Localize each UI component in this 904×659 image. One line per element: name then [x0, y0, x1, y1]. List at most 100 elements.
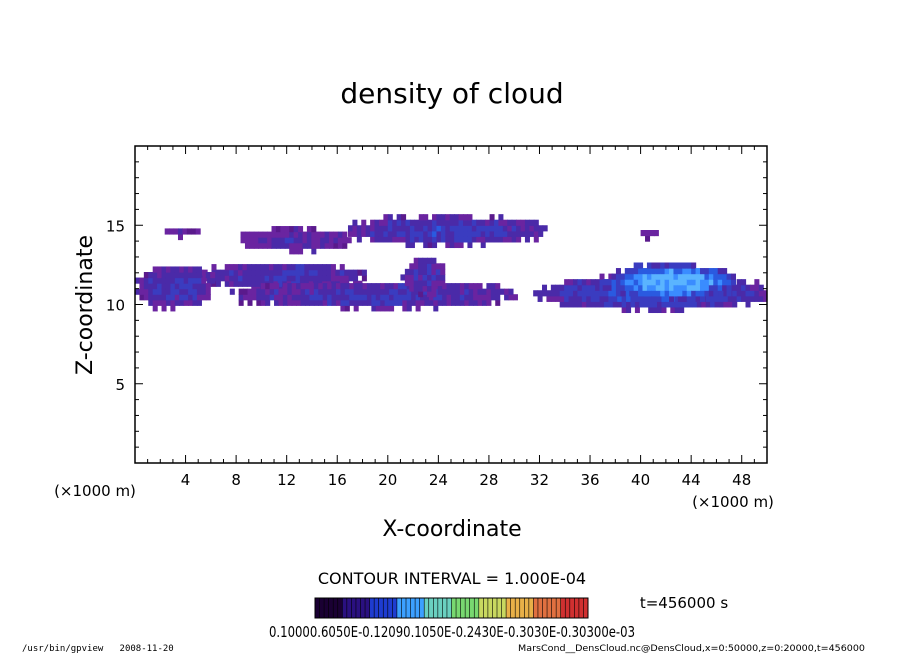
- density-cell: [329, 231, 335, 238]
- density-cell: [763, 290, 767, 297]
- density-cell: [463, 225, 469, 232]
- density-cell: [507, 230, 513, 237]
- density-cell: [477, 288, 483, 295]
- density-cell: [401, 225, 407, 232]
- density-cell: [233, 275, 239, 282]
- density-cell: [507, 225, 513, 232]
- density-cell: [423, 214, 429, 221]
- density-cell: [480, 236, 486, 243]
- density-cell: [686, 295, 692, 302]
- density-cell: [524, 219, 530, 226]
- density-cell: [660, 262, 666, 269]
- density-cell: [414, 230, 420, 237]
- colorbar-segment: [569, 598, 575, 618]
- density-cell: [378, 225, 384, 232]
- density-cell: [210, 277, 216, 284]
- density-cell: [440, 230, 446, 237]
- density-cell: [374, 219, 380, 226]
- colorbar-segment: [501, 598, 507, 618]
- density-cell: [183, 266, 189, 273]
- density-cell: [495, 299, 501, 306]
- density-cell: [732, 290, 738, 297]
- density-cell: [277, 275, 283, 282]
- density-cell: [280, 231, 286, 238]
- density-cell: [538, 225, 544, 232]
- density-cell: [302, 231, 308, 238]
- density-cell: [717, 268, 723, 275]
- density-cell: [378, 236, 384, 243]
- density-cell: [634, 301, 640, 308]
- density-cell: [392, 219, 398, 226]
- density-cell: [427, 230, 433, 237]
- colorbar-segment: [528, 598, 534, 618]
- density-cell: [315, 242, 321, 249]
- density-cell: [440, 214, 446, 221]
- density-cell: [568, 295, 574, 302]
- colorbar-segment: [433, 598, 439, 618]
- density-cell: [471, 230, 477, 237]
- colorbar-segment: [315, 598, 320, 618]
- density-cell: [467, 219, 473, 226]
- x-tick-label: 40: [631, 471, 650, 489]
- colorbar-segment: [497, 598, 502, 618]
- density-cell: [682, 279, 688, 286]
- density-cell: [611, 273, 617, 280]
- density-cell: [215, 269, 221, 276]
- colorbar-segment: [319, 598, 325, 618]
- density-cell: [661, 301, 667, 308]
- density-cell: [211, 264, 217, 271]
- density-cell: [396, 214, 402, 221]
- density-cell: [664, 290, 670, 297]
- density-cell: [170, 299, 176, 306]
- y-tick-label: 15: [106, 217, 125, 235]
- density-cell: [256, 299, 262, 306]
- density-cell: [196, 266, 202, 273]
- density-cell: [524, 225, 530, 232]
- density-cell: [331, 283, 337, 290]
- density-cell: [533, 236, 539, 243]
- density-cell: [165, 294, 171, 301]
- density-cell: [669, 279, 675, 286]
- density-cell: [437, 294, 443, 301]
- density-cell: [370, 219, 376, 226]
- density-cell: [696, 301, 702, 308]
- density-cell: [758, 295, 764, 302]
- density-cell: [455, 294, 461, 301]
- density-cell: [428, 294, 434, 301]
- density-cell: [179, 283, 185, 290]
- density-cell: [655, 279, 661, 286]
- density-cell: [348, 269, 354, 276]
- y-tick-label: 5: [115, 376, 125, 394]
- density-cell: [717, 273, 723, 280]
- density-cell: [730, 273, 736, 280]
- density-cell: [691, 262, 697, 269]
- density-cell: [564, 290, 570, 297]
- density-cell: [291, 264, 297, 271]
- density-cell: [165, 288, 171, 295]
- density-cell: [265, 299, 271, 306]
- density-cell: [458, 236, 464, 243]
- density-cell: [476, 225, 482, 232]
- density-cell: [507, 219, 513, 226]
- density-cell: [713, 284, 719, 291]
- density-cell: [692, 295, 698, 302]
- density-cell: [599, 295, 605, 302]
- density-cell: [691, 284, 697, 291]
- density-cell: [409, 225, 415, 232]
- density-cell: [401, 236, 407, 243]
- density-cell: [440, 236, 446, 243]
- density-cell: [431, 285, 437, 292]
- density-cell: [590, 301, 596, 308]
- density-cell: [177, 233, 183, 241]
- density-cell: [380, 283, 386, 290]
- density-cell: [550, 295, 556, 302]
- density-cell: [480, 219, 486, 226]
- density-cell: [664, 284, 670, 291]
- density-cell: [329, 242, 335, 249]
- density-cell: [229, 288, 235, 295]
- density-cell: [691, 273, 697, 280]
- density-cell: [286, 264, 292, 271]
- density-cell: [603, 290, 609, 297]
- density-cell: [454, 214, 460, 221]
- density-cell: [404, 268, 410, 275]
